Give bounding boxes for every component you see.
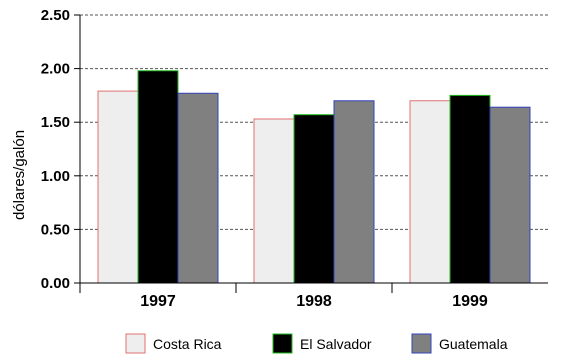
y-tick-label: 0.00 <box>41 275 70 292</box>
y-axis-title: dólares/galón <box>11 130 28 220</box>
x-tick-label: 1998 <box>296 293 332 310</box>
legend-label: Costa Rica <box>153 336 222 352</box>
bar <box>333 100 375 284</box>
x-tick-label: 1999 <box>452 293 488 310</box>
legend-label: Guatemala <box>439 336 508 352</box>
legend: Costa Rica El Salvador Guatemala <box>125 333 508 354</box>
y-tick-label: 2.00 <box>41 61 70 78</box>
bar <box>177 92 219 284</box>
bar <box>253 118 295 284</box>
y-tick-label: 1.00 <box>41 168 70 185</box>
y-tick-label: 0.50 <box>41 221 70 238</box>
bar <box>137 70 179 284</box>
legend-swatch <box>272 333 293 354</box>
labels: 0.00 0.50 1.00 1.50 2.00 2.50 1997 1998 1999 <box>41 7 488 310</box>
bar <box>489 106 531 284</box>
legend-label: El Salvador <box>300 336 372 352</box>
bar <box>449 94 491 284</box>
bar <box>97 90 139 284</box>
bar <box>409 100 451 284</box>
bar <box>293 114 335 284</box>
y-tick-label: 2.50 <box>41 7 70 24</box>
legend-swatch <box>411 333 432 354</box>
bars <box>97 70 531 284</box>
y-tick-label: 1.50 <box>41 114 70 131</box>
legend-swatch <box>125 333 146 354</box>
axes <box>74 14 548 293</box>
x-tick-label: 1997 <box>140 293 176 310</box>
